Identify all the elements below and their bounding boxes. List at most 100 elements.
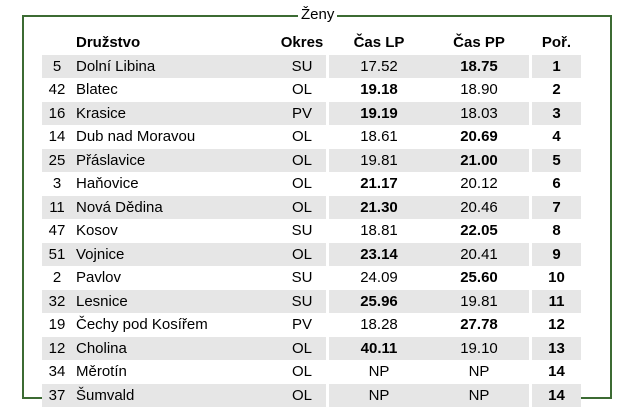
- cell-gap: [326, 148, 329, 172]
- cell-rank: 3: [532, 101, 581, 125]
- cell-gap: [529, 124, 532, 148]
- cell-pp: 20.12: [429, 171, 529, 196]
- header-lp: Čas LP: [353, 33, 405, 51]
- cell-pp: 18.90: [429, 77, 529, 102]
- cell-okres: OL: [278, 148, 326, 172]
- cell-okres: PV: [278, 101, 326, 125]
- cell-team: Kosov: [72, 218, 278, 243]
- cell-pp: 20.41: [429, 242, 529, 266]
- cell-okres: OL: [278, 171, 326, 196]
- table-row: 51 Vojnice OL 23.14 20.41 9: [42, 242, 581, 266]
- cell-gap: [529, 54, 532, 78]
- table-row: 19 Čechy pod Kosířem PV 18.28 27.78 12: [42, 312, 581, 337]
- cell-lp: 23.14: [329, 242, 429, 266]
- cell-num: 47: [42, 218, 72, 243]
- table-row: 2 Pavlov SU 24.09 25.60 10: [42, 265, 581, 290]
- cell-gap: [326, 171, 329, 195]
- cell-pp: 19.10: [429, 336, 529, 360]
- cell-gap: [326, 383, 329, 407]
- cell-pp: 21.00: [429, 148, 529, 172]
- cell-gap: [326, 336, 329, 360]
- header-row: Družstvo Okres Čas LP Čas PP Poř.: [42, 30, 581, 54]
- cell-lp: 19.19: [329, 101, 429, 125]
- table-row: 5 Dolní Libina SU 17.52 18.75 1: [42, 54, 581, 78]
- table-row: 37 Šumvald OL NP NP 14: [42, 383, 581, 407]
- table-row: 11 Nová Dědina OL 21.30 20.46 7: [42, 195, 581, 219]
- cell-num: 19: [42, 312, 72, 337]
- cell-okres: OL: [278, 124, 326, 149]
- cell-gap: [529, 171, 532, 195]
- cell-pp: 22.05: [429, 218, 529, 243]
- cell-okres: OL: [278, 359, 326, 384]
- cell-pp: 20.46: [429, 195, 529, 219]
- cell-team: Cholina: [72, 336, 278, 360]
- cell-team: Pavlov: [72, 265, 278, 290]
- header-num: [42, 30, 72, 54]
- cell-rank: 14: [532, 383, 581, 407]
- cell-lp: 19.18: [329, 77, 429, 102]
- cell-num: 12: [42, 336, 72, 360]
- cell-gap: [326, 195, 329, 219]
- cell-gap: [529, 148, 532, 172]
- cell-gap: [529, 312, 532, 336]
- header-por: Poř.: [541, 33, 572, 51]
- table-row: 3 Haňovice OL 21.17 20.12 6: [42, 171, 581, 196]
- cell-lp: 21.17: [329, 171, 429, 196]
- cell-rank: 7: [532, 195, 581, 219]
- cell-num: 16: [42, 101, 72, 125]
- cell-gap: [326, 312, 329, 336]
- cell-pp: 18.75: [429, 54, 529, 78]
- cell-num: 37: [42, 383, 72, 407]
- cell-rank: 5: [532, 148, 581, 172]
- cell-num: 51: [42, 242, 72, 266]
- cell-num: 25: [42, 148, 72, 172]
- cell-lp: 21.30: [329, 195, 429, 219]
- cell-pp: 27.78: [429, 312, 529, 337]
- cell-pp: 25.60: [429, 265, 529, 290]
- table-row: 12 Cholina OL 40.11 19.10 13: [42, 336, 581, 360]
- cell-rank: 9: [532, 242, 581, 266]
- cell-gap: [529, 289, 532, 313]
- cell-team: Krasice: [72, 101, 278, 125]
- cell-num: 2: [42, 265, 72, 290]
- cell-gap: [326, 242, 329, 266]
- cell-gap: [326, 77, 329, 101]
- cell-num: 11: [42, 195, 72, 219]
- cell-pp: NP: [429, 359, 529, 384]
- cell-num: 42: [42, 77, 72, 102]
- cell-gap: [529, 242, 532, 266]
- cell-gap: [529, 195, 532, 219]
- cell-gap: [529, 383, 532, 407]
- cell-gap: [326, 289, 329, 313]
- cell-team: Přáslavice: [72, 148, 278, 172]
- cell-rank: 1: [532, 54, 581, 78]
- cell-rank: 6: [532, 171, 581, 196]
- cell-pp: NP: [429, 383, 529, 407]
- cell-gap: [529, 265, 532, 289]
- header-okres: Okres: [280, 33, 324, 51]
- cell-okres: PV: [278, 312, 326, 337]
- cell-lp: 18.61: [329, 124, 429, 149]
- cell-gap: [326, 265, 329, 289]
- cell-pp: 20.69: [429, 124, 529, 149]
- cell-team: Šumvald: [72, 383, 278, 407]
- cell-rank: 10: [532, 265, 581, 290]
- cell-gap: [326, 359, 329, 383]
- cell-lp: 18.28: [329, 312, 429, 337]
- table-row: 34 Měrotín OL NP NP 14: [42, 359, 581, 384]
- cell-okres: SU: [278, 289, 326, 313]
- cell-team: Vojnice: [72, 242, 278, 266]
- table-row: 25 Přáslavice OL 19.81 21.00 5: [42, 148, 581, 172]
- cell-rank: 8: [532, 218, 581, 243]
- cell-team: Blatec: [72, 77, 278, 102]
- table-row: 42 Blatec OL 19.18 18.90 2: [42, 77, 581, 102]
- cell-team: Měrotín: [72, 359, 278, 384]
- cell-rank: 14: [532, 359, 581, 384]
- table-row: 14 Dub nad Moravou OL 18.61 20.69 4: [42, 124, 581, 149]
- table-row: 47 Kosov SU 18.81 22.05 8: [42, 218, 581, 243]
- cell-rank: 12: [532, 312, 581, 337]
- cell-lp: 17.52: [329, 54, 429, 78]
- cell-team: Dub nad Moravou: [72, 124, 278, 149]
- cell-okres: SU: [278, 54, 326, 78]
- table-row: 32 Lesnice SU 25.96 19.81 11: [42, 289, 581, 313]
